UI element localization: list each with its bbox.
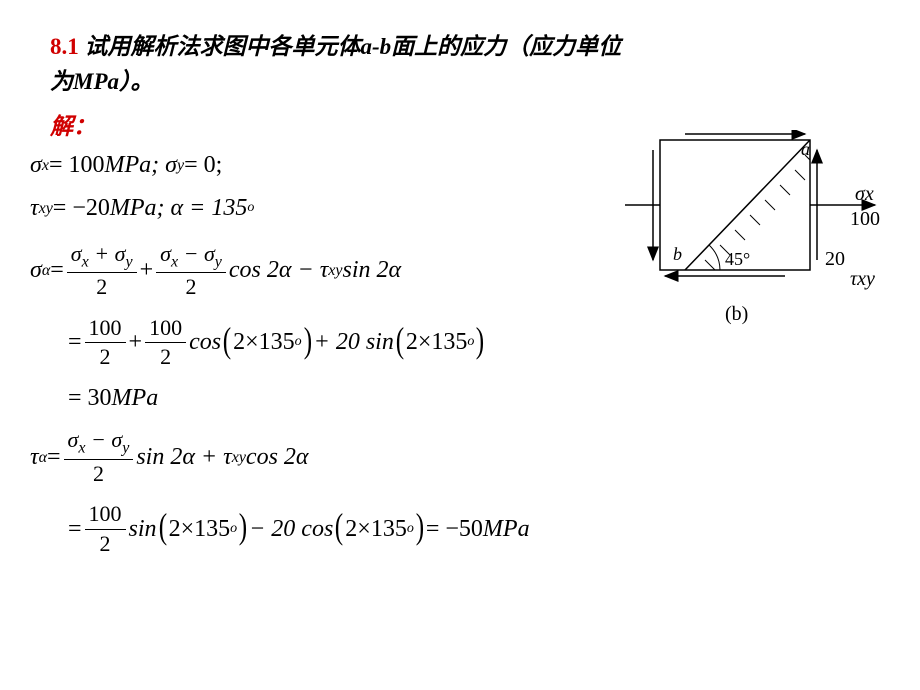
problem-text-1: 试用解析法求图中各单元体 — [85, 34, 361, 59]
problem-title: 8.1 试用解析法求图中各单元体a-b面上的应力（应力单位 为MPa）。 — [50, 30, 870, 99]
diagram-caption: (b) — [725, 303, 748, 325]
tau-xy-label: τxy — [850, 268, 875, 290]
sigma-result: = 30MPa — [68, 384, 870, 413]
stress-element-diagram: a b 45° σx 100 τxy 20 (b) — [625, 130, 895, 350]
problem-number: 8.1 — [50, 34, 79, 59]
label-a: a — [801, 139, 810, 159]
sigma-x-value: 100 — [850, 208, 880, 230]
sigma-x-label: σx — [855, 183, 874, 205]
hatching — [705, 155, 815, 270]
ab-text: a-b — [361, 34, 392, 59]
angle-label: 45° — [725, 249, 750, 269]
problem-text-2: 面上的应力（应力单位 — [391, 34, 621, 59]
tau-xy-value: 20 — [825, 248, 845, 270]
label-b: b — [673, 244, 682, 264]
tau-sub-1: = 100 2 sin (2×135o) − 20 cos (2×135o) =… — [68, 501, 870, 557]
tau-formula: τα = σx − σy 2 sin 2α + τxy cos 2α — [30, 427, 870, 487]
problem-text-3: 为MPa）。 — [50, 69, 154, 94]
